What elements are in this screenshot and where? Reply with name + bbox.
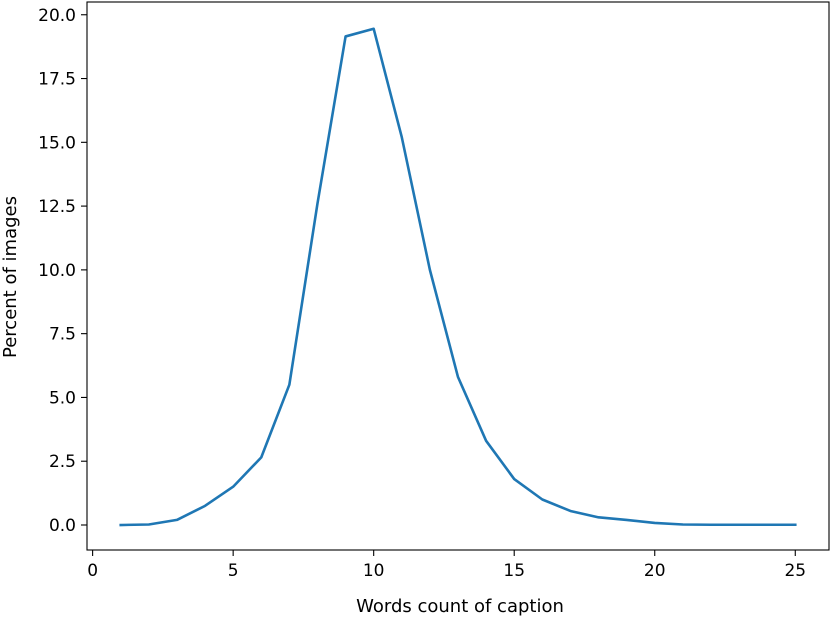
x-axis: 0 5 10 15 20 25 (87, 550, 806, 581)
y-tick-label: 2.5 (49, 452, 76, 472)
y-tick-label: 20.0 (38, 6, 76, 26)
x-axis-label: Words count of caption (356, 596, 564, 617)
x-tick-label: 5 (228, 561, 239, 581)
y-tick-label: 0.0 (49, 516, 76, 536)
y-tick-label: 17.5 (38, 70, 76, 90)
y-axis-label: Percent of images (0, 196, 21, 358)
plot-frame (86, 1, 830, 551)
x-tick-label: 0 (87, 561, 98, 581)
series-line (119, 27, 797, 527)
y-tick-label: 7.5 (49, 325, 76, 345)
x-tick-label: 25 (784, 561, 806, 581)
y-tick-label: 15.0 (38, 133, 76, 153)
x-tick-label: 15 (503, 561, 525, 581)
y-tick-label: 10.0 (38, 261, 76, 281)
series-layer (119, 27, 797, 527)
x-tick-label: 20 (644, 561, 666, 581)
y-axis: 0.0 2.5 5.0 7.5 10.0 12.5 15.0 17.5 20.0 (38, 6, 87, 536)
plot-border (86, 1, 830, 551)
y-tick-label: 12.5 (38, 197, 76, 217)
y-tick-label: 5.0 (49, 388, 76, 408)
x-tick-label: 10 (363, 561, 385, 581)
